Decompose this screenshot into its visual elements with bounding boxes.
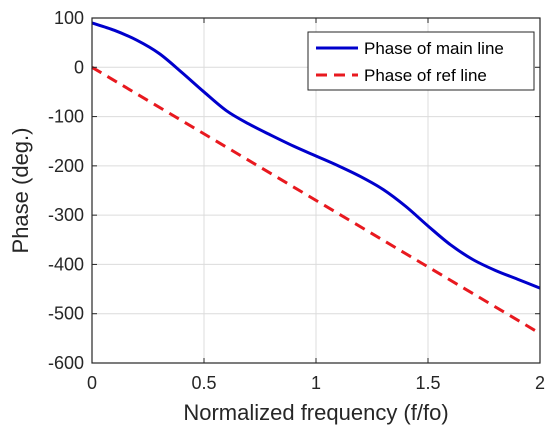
y-tick-label: -600 (48, 353, 84, 373)
x-tick-label: 0 (87, 373, 97, 393)
x-tick-label: 1 (311, 373, 321, 393)
x-axis-label: Normalized frequency (f/fo) (183, 400, 448, 425)
x-tick-label: 1.5 (415, 373, 440, 393)
series-layer (91, 21, 541, 335)
y-tick-label: -200 (48, 156, 84, 176)
x-tick-label: 2 (535, 373, 545, 393)
y-tick-label: 0 (74, 57, 84, 77)
y-tick-label: -400 (48, 254, 84, 274)
main-line-series (91, 21, 541, 290)
y-tick-label: -100 (48, 107, 84, 127)
legend-label-main: Phase of main line (364, 39, 504, 58)
y-axis-label: Phase (deg.) (8, 128, 33, 254)
legend-box (307, 31, 535, 91)
y-tick-label: -500 (48, 304, 84, 324)
ticks: 0 0.5 1 1.5 2 100 0 -100 -200 -300 -400 -500 -600 (48, 8, 545, 393)
x-tick-label: 0.5 (191, 373, 216, 393)
y-tick-label: -300 (48, 205, 84, 225)
ref-line-series (91, 66, 541, 335)
y-tick-label: 100 (54, 8, 84, 28)
legend: Phase of main line Phase of ref line (307, 31, 535, 91)
legend-label-ref: Phase of ref line (364, 66, 487, 85)
